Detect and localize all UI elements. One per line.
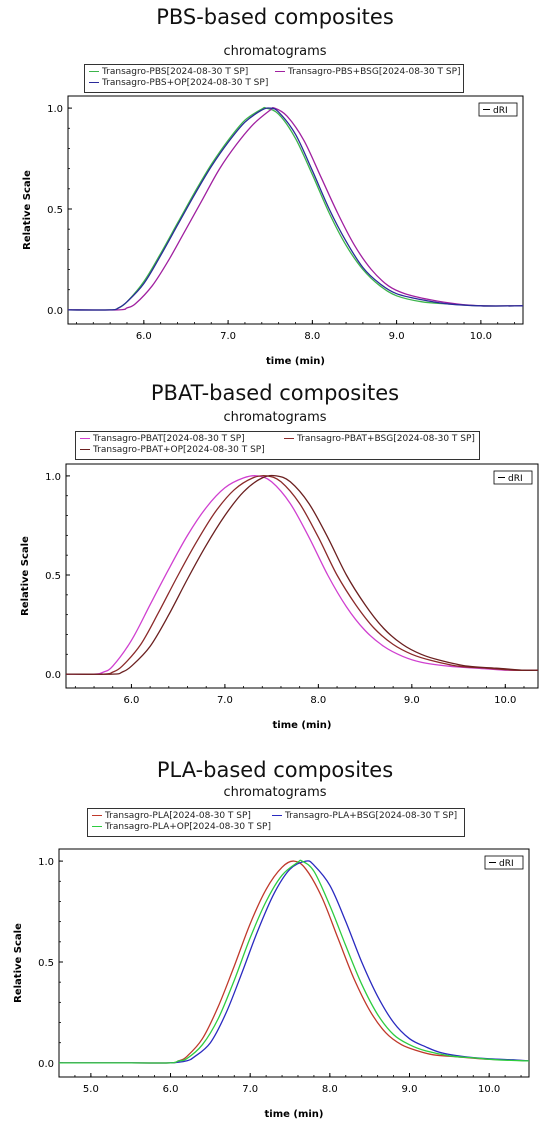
- series-line: [58, 860, 530, 1064]
- series-line: [65, 474, 539, 675]
- x-tick-label: 9.0: [402, 1084, 418, 1095]
- series-line: [67, 106, 524, 311]
- detector-legend-box: [484, 855, 524, 870]
- legend-entry: Transagro-PLA+OP[2024-08-30 T SP]: [92, 822, 271, 833]
- y-tick-label: 0.5: [45, 571, 61, 582]
- x-tick-label: 9.0: [389, 331, 405, 342]
- chart-subtitle: chromatograms: [223, 785, 327, 800]
- chart-plot: 0.0 0.5 1.0 6.0 7.0 8.0 9.0 10.0 time (min) Relat…: [22, 95, 524, 367]
- y-axis-label: Relative Scale: [22, 170, 33, 250]
- x-tick-label: 10.0: [478, 1084, 500, 1095]
- y-axis-label: Relative Scale: [13, 923, 24, 1003]
- series-line: [67, 107, 524, 311]
- series-line: [65, 474, 539, 675]
- legend-entry: Transagro-PLA+BSG[2024-08-30 T SP]: [272, 811, 457, 822]
- x-axis-label: time (min): [266, 356, 325, 367]
- chart-subtitle: chromatograms: [223, 410, 327, 425]
- x-tick-label: 8.0: [304, 331, 320, 342]
- legend-swatch: [89, 71, 99, 72]
- legend-swatch: [80, 449, 90, 450]
- x-tick-label: 8.0: [322, 1084, 338, 1095]
- plot-frame: [67, 95, 524, 325]
- y-tick-label: 0.5: [47, 205, 63, 216]
- legend-swatch: [89, 82, 99, 83]
- x-tick-label: 9.0: [404, 695, 420, 706]
- chart-title: PBAT-based composites: [150, 381, 400, 405]
- chart-title: PLA-based composites: [156, 758, 394, 782]
- x-tick-label: 6.0: [163, 1084, 179, 1095]
- legend-swatch: [284, 438, 294, 439]
- legend-entry: Transagro-PBS[2024-08-30 T SP]: [89, 67, 248, 78]
- series-line: [58, 860, 530, 1064]
- x-tick-label: 10.0: [494, 695, 516, 706]
- series-line: [65, 474, 539, 675]
- detector-legend-label: dRI: [508, 474, 523, 484]
- legend-entry: Transagro-PBS+OP[2024-08-30 T SP]: [89, 78, 268, 89]
- y-tick-label: 1.0: [45, 472, 61, 483]
- y-tick-label: 0.0: [47, 306, 63, 317]
- series-line: [58, 859, 530, 1064]
- y-tick-label: 0.5: [38, 958, 54, 969]
- legend-entry: Transagro-PBAT+BSG[2024-08-30 T SP]: [284, 434, 475, 445]
- y-tick-label: 0.0: [45, 670, 61, 681]
- x-tick-label: 6.0: [136, 331, 152, 342]
- legend-swatch: [272, 815, 282, 816]
- x-tick-label: 5.0: [83, 1084, 99, 1095]
- legend-entry: Transagro-PBS+BSG[2024-08-30 T SP]: [275, 67, 461, 78]
- chart-title: PBS-based composites: [156, 5, 394, 29]
- y-tick-label: 0.0: [38, 1059, 54, 1070]
- y-axis-label: Relative Scale: [20, 536, 31, 616]
- legend-swatch: [92, 826, 102, 827]
- x-axis-label: time (min): [273, 720, 332, 731]
- plot-frame: [65, 463, 539, 689]
- legend-swatch: [80, 438, 90, 439]
- chart-subtitle: chromatograms: [223, 44, 327, 59]
- chart-plot: 0.0 0.5 1.0 5.0 6.0 7.0 8.0 9.0 10.0 time (min) Re…: [13, 848, 530, 1120]
- legend-entry: Transagro-PBAT[2024-08-30 T SP]: [80, 434, 245, 445]
- legend-entry: Transagro-PLA[2024-08-30 T SP]: [92, 811, 251, 822]
- x-tick-label: 7.0: [242, 1084, 258, 1095]
- legend-swatch: [92, 815, 102, 816]
- legend: Transagro-PLA[2024-08-30 T SP] Transagro…: [87, 808, 465, 837]
- detector-legend-label: dRI: [499, 859, 514, 869]
- x-tick-label: 7.0: [217, 695, 233, 706]
- y-tick-label: 1.0: [38, 857, 54, 868]
- detector-legend-box: [478, 102, 518, 117]
- legend-swatch: [275, 71, 285, 72]
- legend-entry: Transagro-PBAT+OP[2024-08-30 T SP]: [80, 445, 265, 456]
- plot-frame: [58, 848, 530, 1078]
- x-tick-label: 10.0: [470, 331, 492, 342]
- y-tick-label: 1.0: [47, 104, 63, 115]
- chart-plot: 0.0 0.5 1.0 6.0 7.0 8.0 9.0 10.0 time (min) Relat…: [20, 463, 539, 731]
- detector-legend-label: dRI: [493, 106, 508, 116]
- legend: Transagro-PBAT[2024-08-30 T SP] Transagr…: [75, 431, 480, 460]
- x-tick-label: 6.0: [123, 695, 139, 706]
- detector-legend-box: [493, 470, 533, 485]
- x-axis-label: time (min): [265, 1109, 324, 1120]
- x-tick-label: 8.0: [310, 695, 326, 706]
- legend: Transagro-PBS[2024-08-30 T SP] Transagro…: [84, 64, 464, 93]
- x-tick-label: 7.0: [220, 331, 236, 342]
